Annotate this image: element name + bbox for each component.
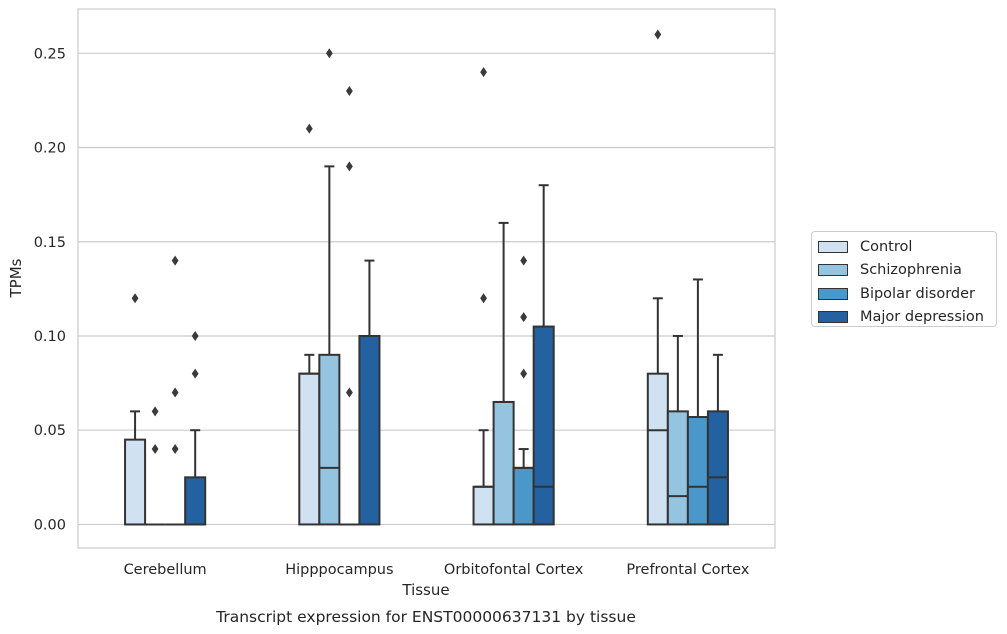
y-tick-label: 0.20 [34, 141, 66, 157]
legend-item: Control [818, 235, 996, 259]
outlier-point [480, 293, 487, 304]
box-group [145, 406, 166, 526]
box [646, 372, 669, 526]
y-tick-label: 0.05 [34, 423, 66, 439]
legend-swatch [818, 311, 848, 324]
legend-swatch [818, 264, 848, 277]
x-tick-label: Prefrontal Cortex [626, 562, 749, 578]
legend-label: Control [860, 238, 913, 255]
legend-label: Major depression [860, 309, 984, 326]
outlier-point [171, 255, 179, 266]
legend-swatch [818, 287, 848, 300]
box [666, 410, 689, 526]
box-group [686, 278, 709, 526]
outlier-point [520, 255, 528, 266]
x-tick-label: Hipppocampus [285, 562, 393, 578]
outlier-point [520, 312, 528, 323]
box-group [318, 48, 341, 526]
box [706, 410, 729, 526]
outlier-point [171, 444, 179, 455]
outlier-point [305, 123, 313, 134]
box [532, 325, 555, 526]
y-tick-labels: 0.00 0.05 0.10 0.15 0.20 0.25 [34, 46, 66, 533]
y-axis-label: TPMs [7, 258, 25, 298]
outlier-point [151, 444, 159, 455]
box [512, 466, 535, 526]
y-tick-label: 0.15 [34, 235, 66, 251]
legend: Control Schizophrenia Bipolar disorder Majo… [811, 231, 997, 327]
y-tick-label: 0.25 [34, 46, 66, 62]
box [492, 400, 515, 526]
box [686, 416, 709, 526]
legend-item: Schizophrenia [818, 259, 996, 283]
y-tick-label: 0.00 [34, 517, 66, 533]
box [184, 476, 207, 526]
outlier-point [345, 161, 353, 172]
outlier-point [480, 67, 487, 78]
box-group [706, 353, 729, 526]
box [124, 438, 147, 526]
legend-label: Schizophrenia [860, 262, 962, 279]
outlier-point [345, 387, 353, 398]
outlier-point [171, 387, 179, 398]
legend-swatch [818, 240, 848, 253]
x-tick-labels: Cerebellum Hipppocampus Orbitofontal Corte… [124, 562, 750, 578]
box-group [666, 334, 689, 526]
outlier-point [345, 85, 353, 96]
box-group [339, 85, 360, 526]
box [358, 334, 381, 526]
legend-item: Major depression [818, 306, 996, 330]
box-group [184, 330, 207, 526]
box-group [165, 255, 186, 526]
x-axis-label: Tissue [401, 581, 449, 599]
box [472, 485, 495, 526]
y-tick-label: 0.10 [34, 329, 66, 345]
box-group [512, 255, 535, 526]
boxes-layer [124, 29, 729, 526]
box-group [492, 221, 515, 526]
box-group [472, 67, 495, 526]
outlier-point [131, 293, 139, 304]
box-group [124, 293, 147, 526]
plot-frame [77, 8, 776, 549]
box-group [358, 259, 381, 526]
box-group [532, 184, 555, 526]
box [318, 353, 341, 526]
legend-item: Bipolar disorder [818, 282, 996, 306]
box [298, 372, 321, 526]
legend-label: Bipolar disorder [860, 285, 975, 302]
chart-title: Transcript expression for ENST0000063713… [215, 608, 636, 626]
outlier-point [191, 368, 199, 379]
outlier-point [654, 29, 662, 40]
x-tick-label: Orbitofontal Cortex [444, 562, 584, 578]
x-tick-label: Cerebellum [124, 562, 207, 578]
outlier-point [151, 406, 159, 417]
outlier-point [191, 330, 199, 341]
outlier-point [325, 48, 333, 59]
outlier-point [520, 368, 528, 379]
